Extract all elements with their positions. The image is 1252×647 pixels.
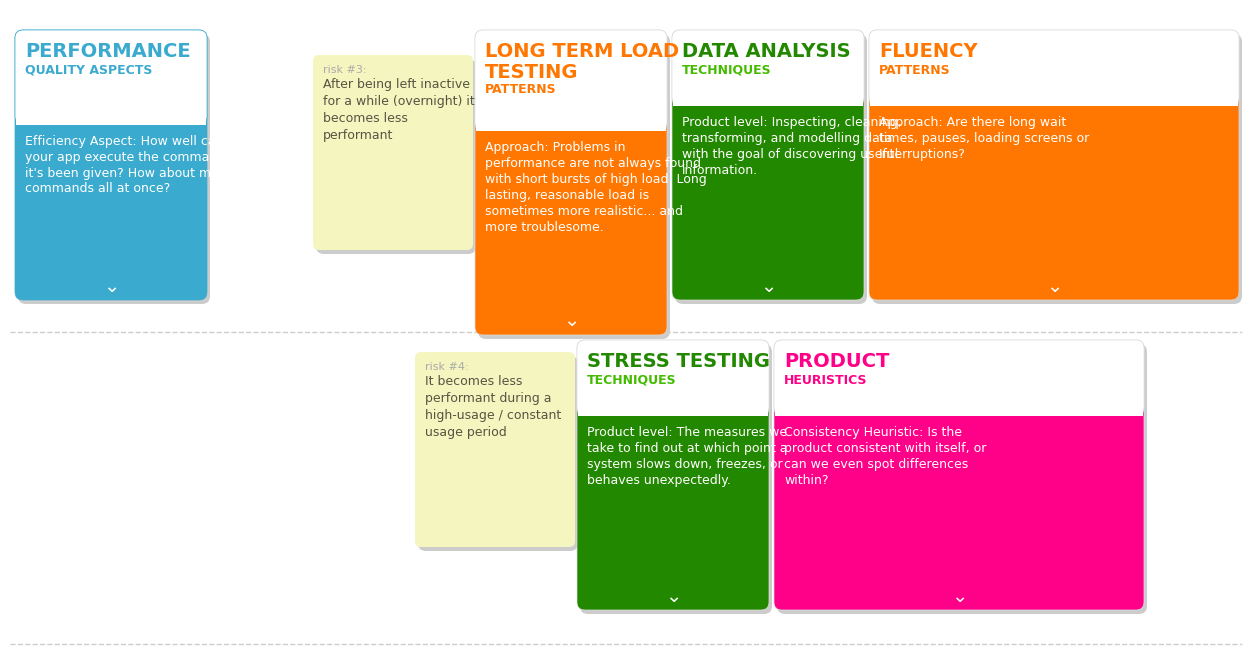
FancyBboxPatch shape: [475, 30, 667, 131]
Text: PATTERNS: PATTERNS: [879, 63, 950, 76]
Text: Approach: Are there long wait
times, pauses, loading screens or
Interruptions?: Approach: Are there long wait times, pau…: [879, 116, 1089, 160]
Text: ⌄: ⌄: [665, 586, 681, 606]
Text: risk #3:: risk #3:: [323, 65, 367, 75]
Bar: [674, 75, 863, 105]
FancyBboxPatch shape: [15, 30, 207, 124]
Text: Approach: Problems in
performance are not always found
with short bursts of high: Approach: Problems in performance are no…: [485, 140, 706, 234]
FancyBboxPatch shape: [313, 55, 473, 250]
Text: LONG TERM LOAD
TESTING: LONG TERM LOAD TESTING: [485, 42, 679, 82]
Bar: [775, 415, 1143, 427]
FancyBboxPatch shape: [672, 30, 864, 105]
FancyBboxPatch shape: [577, 340, 769, 610]
Text: Efficiency Aspect: How well can
your app execute the commands
it's been given? H: Efficiency Aspect: How well can your app…: [25, 135, 234, 195]
Text: Consistency Heuristic: Is the
product consistent with itself, or
can we even spo: Consistency Heuristic: Is the product co…: [784, 426, 987, 487]
Bar: [16, 124, 207, 138]
Text: ⌄: ⌄: [950, 586, 968, 606]
FancyBboxPatch shape: [777, 344, 1147, 614]
FancyBboxPatch shape: [418, 356, 578, 551]
Text: FLUENCY: FLUENCY: [879, 42, 978, 61]
Bar: [476, 131, 666, 146]
FancyBboxPatch shape: [18, 34, 210, 304]
Text: PRODUCT: PRODUCT: [784, 352, 889, 371]
Text: Product level: The measures we
take to find out at which point a
system slows do: Product level: The measures we take to f…: [587, 426, 788, 487]
Bar: [870, 75, 1238, 105]
Text: PATTERNS: PATTERNS: [485, 83, 557, 96]
FancyBboxPatch shape: [774, 340, 1144, 610]
FancyBboxPatch shape: [577, 340, 769, 415]
Text: Product level: Inspecting, cleaning,
transforming, and modelling data
with the g: Product level: Inspecting, cleaning, tra…: [682, 116, 901, 177]
Text: ⌄: ⌄: [760, 276, 776, 296]
Text: QUALITY ASPECTS: QUALITY ASPECTS: [25, 63, 153, 76]
Bar: [16, 87, 207, 124]
Text: ⌄: ⌄: [563, 311, 580, 331]
FancyBboxPatch shape: [478, 34, 670, 339]
Bar: [578, 415, 767, 427]
FancyBboxPatch shape: [672, 30, 864, 300]
FancyBboxPatch shape: [869, 30, 1239, 300]
Bar: [476, 91, 666, 131]
Text: ⌄: ⌄: [1045, 276, 1062, 296]
Bar: [674, 105, 863, 117]
FancyBboxPatch shape: [869, 30, 1239, 105]
FancyBboxPatch shape: [871, 34, 1242, 304]
Text: risk #4:: risk #4:: [424, 362, 468, 372]
FancyBboxPatch shape: [414, 352, 575, 547]
Bar: [775, 386, 1143, 415]
Text: TECHNIQUES: TECHNIQUES: [587, 373, 676, 387]
Text: It becomes less
performant during a
high-usage / constant
usage period: It becomes less performant during a high…: [424, 375, 561, 439]
FancyBboxPatch shape: [475, 30, 667, 335]
FancyBboxPatch shape: [580, 344, 772, 614]
Text: DATA ANALYSIS: DATA ANALYSIS: [682, 42, 850, 61]
FancyBboxPatch shape: [774, 340, 1144, 415]
FancyBboxPatch shape: [675, 34, 866, 304]
Bar: [578, 386, 767, 415]
Text: TECHNIQUES: TECHNIQUES: [682, 63, 771, 76]
Text: HEURISTICS: HEURISTICS: [784, 373, 868, 387]
Text: After being left inactive
for a while (overnight) it
becomes less
performant: After being left inactive for a while (o…: [323, 78, 475, 142]
Text: PERFORMANCE: PERFORMANCE: [25, 42, 190, 61]
Text: ⌄: ⌄: [103, 276, 119, 296]
Text: STRESS TESTING: STRESS TESTING: [587, 352, 770, 371]
FancyBboxPatch shape: [15, 30, 207, 300]
Bar: [870, 105, 1238, 117]
FancyBboxPatch shape: [316, 59, 476, 254]
